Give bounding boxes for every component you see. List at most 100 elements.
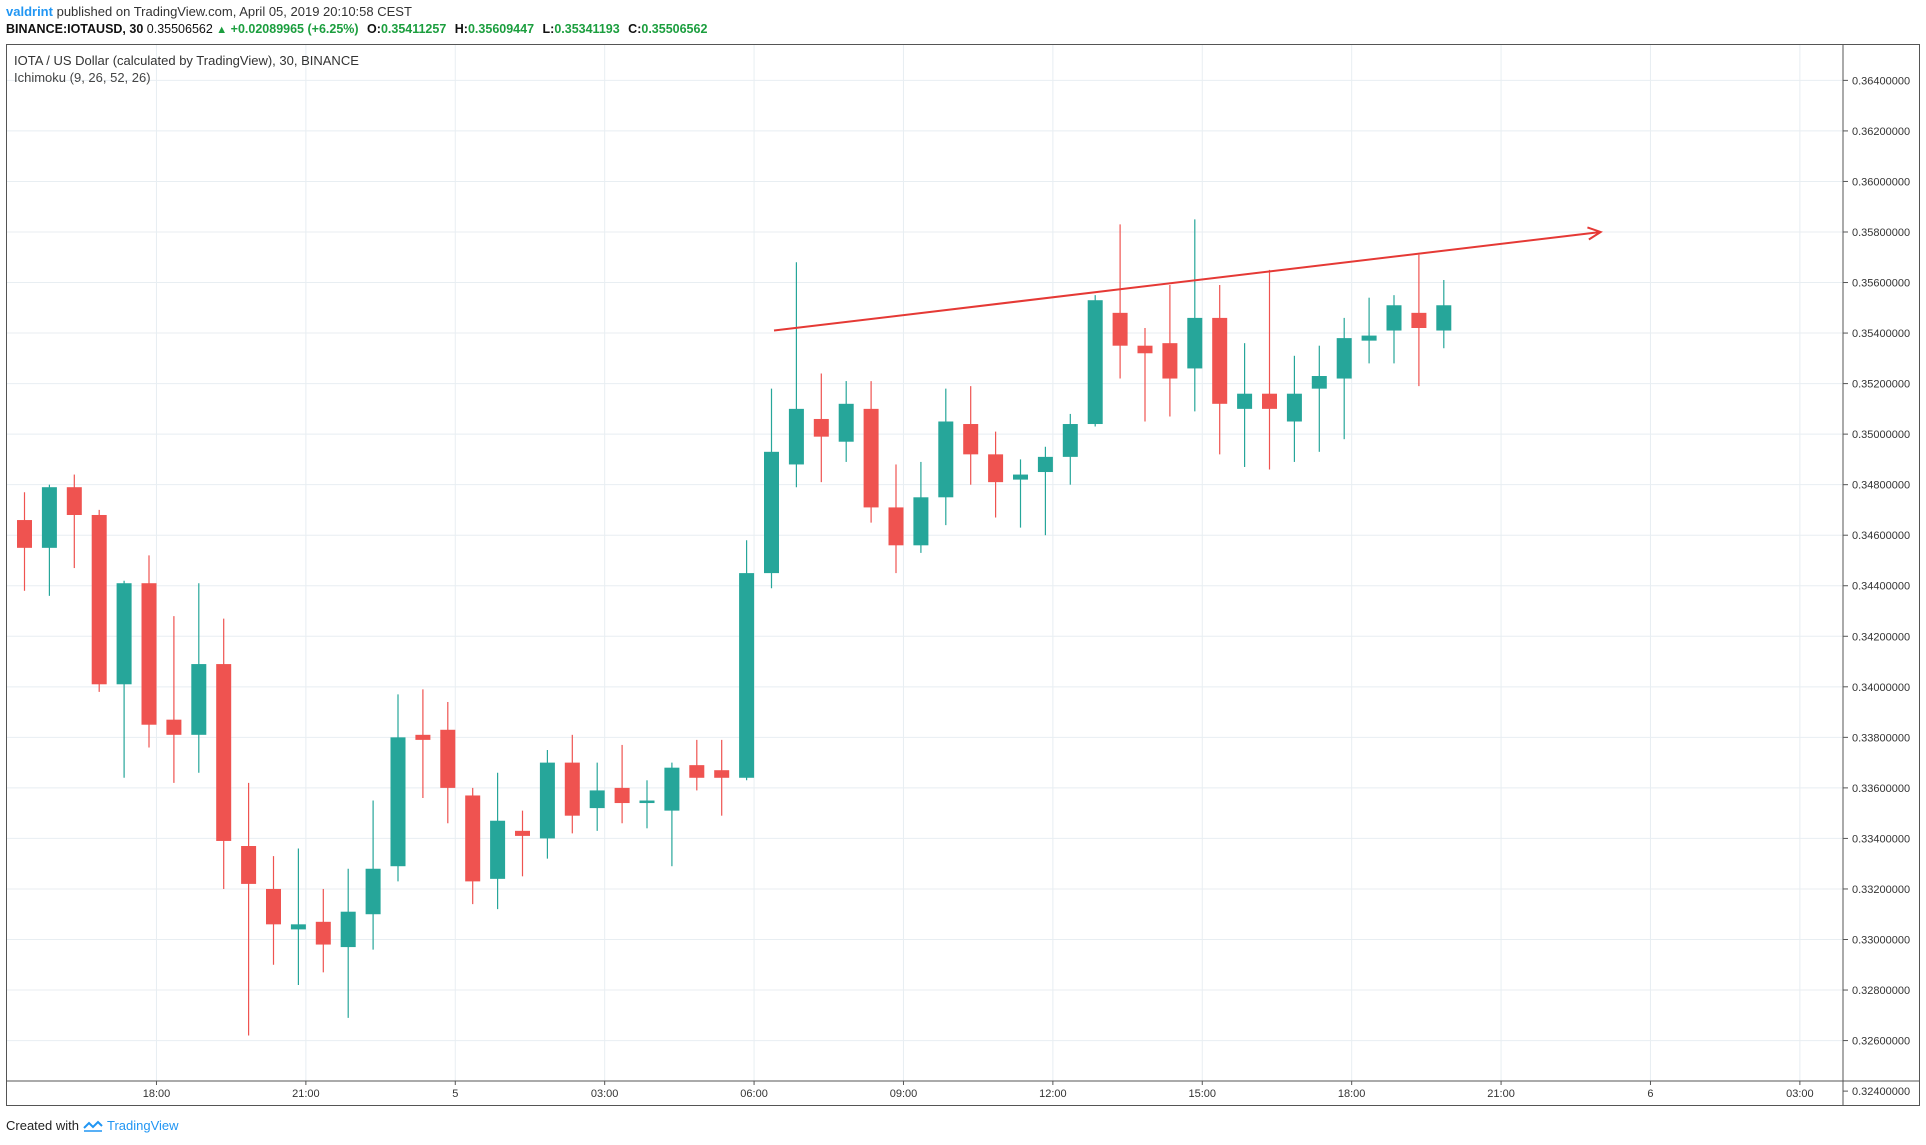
candle-body	[1212, 317, 1228, 404]
y-tick-label: 0.33400000	[1852, 833, 1910, 845]
high-label: H:	[454, 22, 468, 36]
candle-body	[290, 924, 306, 930]
open-label: O:	[367, 22, 381, 36]
symbol-label: BINANCE:IOTAUSD, 30	[6, 22, 144, 36]
candle-body	[1237, 393, 1253, 409]
candle-body	[465, 795, 481, 882]
last-price: 0.35506562	[146, 22, 213, 36]
candle-body	[66, 487, 82, 515]
candle-body	[141, 583, 157, 725]
y-tick-label: 0.36000000	[1852, 176, 1910, 188]
y-tick-label: 0.34000000	[1852, 682, 1910, 694]
x-tick-label: 03:00	[1786, 1088, 1814, 1100]
tradingview-brand[interactable]: TradingView	[106, 1118, 179, 1133]
y-tick-label: 0.32600000	[1852, 1036, 1910, 1048]
y-tick-label: 0.36200000	[1852, 126, 1910, 138]
close-value: 0.35506562	[641, 22, 708, 36]
candle-body	[714, 770, 730, 778]
candle-body	[1187, 317, 1203, 369]
candle-body	[988, 454, 1004, 483]
x-tick-label: 06:00	[740, 1088, 768, 1100]
x-tick-label: 09:00	[890, 1088, 918, 1100]
candle-body	[166, 719, 182, 735]
open-value: 0.35411257	[380, 22, 447, 36]
candle-body	[1137, 345, 1153, 354]
candle-body	[1386, 305, 1402, 331]
y-tick-label: 0.33000000	[1852, 934, 1910, 946]
candle-body	[614, 787, 630, 804]
quote-bar: BINANCE:IOTAUSD, 30 0.35506562 ▲ +0.0208…	[6, 21, 707, 38]
candle-body	[515, 830, 530, 836]
candle-body	[91, 514, 107, 685]
trendline-arrow-icon	[1587, 226, 1603, 241]
candle-body	[1411, 312, 1427, 329]
y-tick-label: 0.35200000	[1852, 379, 1910, 391]
y-tick-label: 0.35800000	[1852, 227, 1910, 239]
x-tick-label: 21:00	[292, 1088, 320, 1100]
published-text: published on TradingView.com, April 05, …	[56, 4, 412, 19]
close-label: C:	[628, 22, 642, 36]
candle-body	[1037, 456, 1053, 473]
y-tick-label: 0.33200000	[1852, 884, 1910, 896]
publish-info: valdrint published on TradingView.com, A…	[6, 4, 412, 20]
candle-body	[639, 800, 655, 804]
candle-body	[365, 868, 381, 915]
candle-body	[1112, 312, 1128, 346]
author-link[interactable]: valdrint	[6, 4, 53, 19]
y-tick-label: 0.34800000	[1852, 480, 1910, 492]
candle-body	[963, 424, 979, 455]
x-tick-label: 15:00	[1189, 1088, 1217, 1100]
candle-body	[116, 583, 132, 685]
candle-body	[1311, 376, 1327, 389]
candle-body	[1336, 338, 1352, 379]
candle-body	[390, 737, 406, 867]
candle-body	[241, 846, 257, 884]
candle-body	[838, 403, 854, 442]
candle-body	[689, 765, 705, 778]
indicator-legend[interactable]: Ichimoku (9, 26, 52, 26)	[14, 70, 151, 85]
candle-body	[539, 762, 555, 839]
tradingview-logo-icon	[83, 1120, 103, 1132]
candle-body	[17, 520, 32, 548]
high-value: 0.35609447	[467, 22, 535, 36]
candle-body	[1013, 474, 1028, 480]
up-arrow-icon: ▲	[216, 24, 228, 36]
x-tick-label: 6	[1647, 1088, 1653, 1100]
y-tick-label: 0.34400000	[1852, 581, 1910, 593]
x-tick-label: 5	[452, 1088, 458, 1100]
x-tick-label: 03:00	[591, 1088, 619, 1100]
y-tick-label: 0.34600000	[1852, 530, 1910, 542]
candle-body	[788, 408, 804, 465]
candle-body	[764, 451, 779, 574]
y-tick-label: 0.35400000	[1852, 328, 1910, 340]
candle-body	[266, 888, 281, 925]
x-tick-label: 18:00	[1338, 1088, 1366, 1100]
y-tick-label: 0.33600000	[1852, 783, 1910, 795]
footer: Created with TradingView	[6, 1118, 179, 1133]
candle-body	[315, 921, 331, 945]
candle-body	[41, 487, 57, 548]
y-tick-label: 0.33800000	[1852, 732, 1910, 744]
change-value: +0.02089965 (+6.25%)	[230, 22, 359, 36]
candle-body	[913, 497, 929, 546]
candle-body	[863, 408, 879, 508]
y-tick-label: 0.36400000	[1852, 75, 1910, 87]
candle-body	[1087, 300, 1103, 425]
candle-body	[1361, 335, 1377, 341]
candle-body	[191, 664, 207, 735]
y-tick-label: 0.34200000	[1852, 631, 1910, 643]
candle-body	[1062, 424, 1078, 457]
low-value: 0.35341193	[554, 22, 620, 36]
candle-body	[589, 790, 605, 809]
chart-frame	[6, 44, 1920, 1106]
y-tick-label: 0.32400000	[1852, 1086, 1910, 1098]
candle-body	[664, 767, 680, 811]
candle-body	[415, 734, 431, 740]
candle-body	[1262, 393, 1277, 409]
candle-body	[490, 820, 506, 879]
low-label: L:	[542, 22, 555, 36]
y-tick-label: 0.35600000	[1852, 278, 1910, 290]
candle-body	[440, 729, 456, 788]
candle-body	[340, 911, 356, 948]
